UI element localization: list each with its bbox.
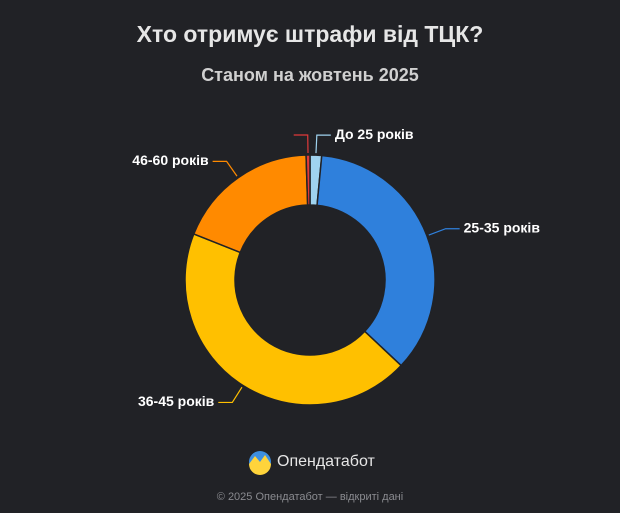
- leader-line: [315, 134, 331, 154]
- donut-segment: [184, 233, 403, 406]
- segment-label: 36-45 років: [138, 393, 215, 409]
- segment-label: До 25 років: [335, 126, 414, 142]
- leader-line: [212, 160, 238, 177]
- chart-subtitle: Станом на жовтень 2025: [201, 65, 419, 85]
- leader-line: [293, 134, 309, 154]
- donut-segment: [305, 154, 311, 206]
- chart-title: Хто отримує штрафи від ТЦК?: [137, 21, 484, 47]
- segment-label: 46-60 років: [132, 152, 209, 168]
- donut-segment: [316, 154, 436, 367]
- brand-name: Опендатабот: [277, 453, 375, 470]
- segment-label: 25-35 років: [464, 219, 541, 235]
- brand-logo: [249, 451, 271, 475]
- copyright: © 2025 Опендатабот — відкриті дані: [217, 491, 403, 503]
- leader-line: [428, 228, 460, 236]
- leader-line: [218, 386, 243, 404]
